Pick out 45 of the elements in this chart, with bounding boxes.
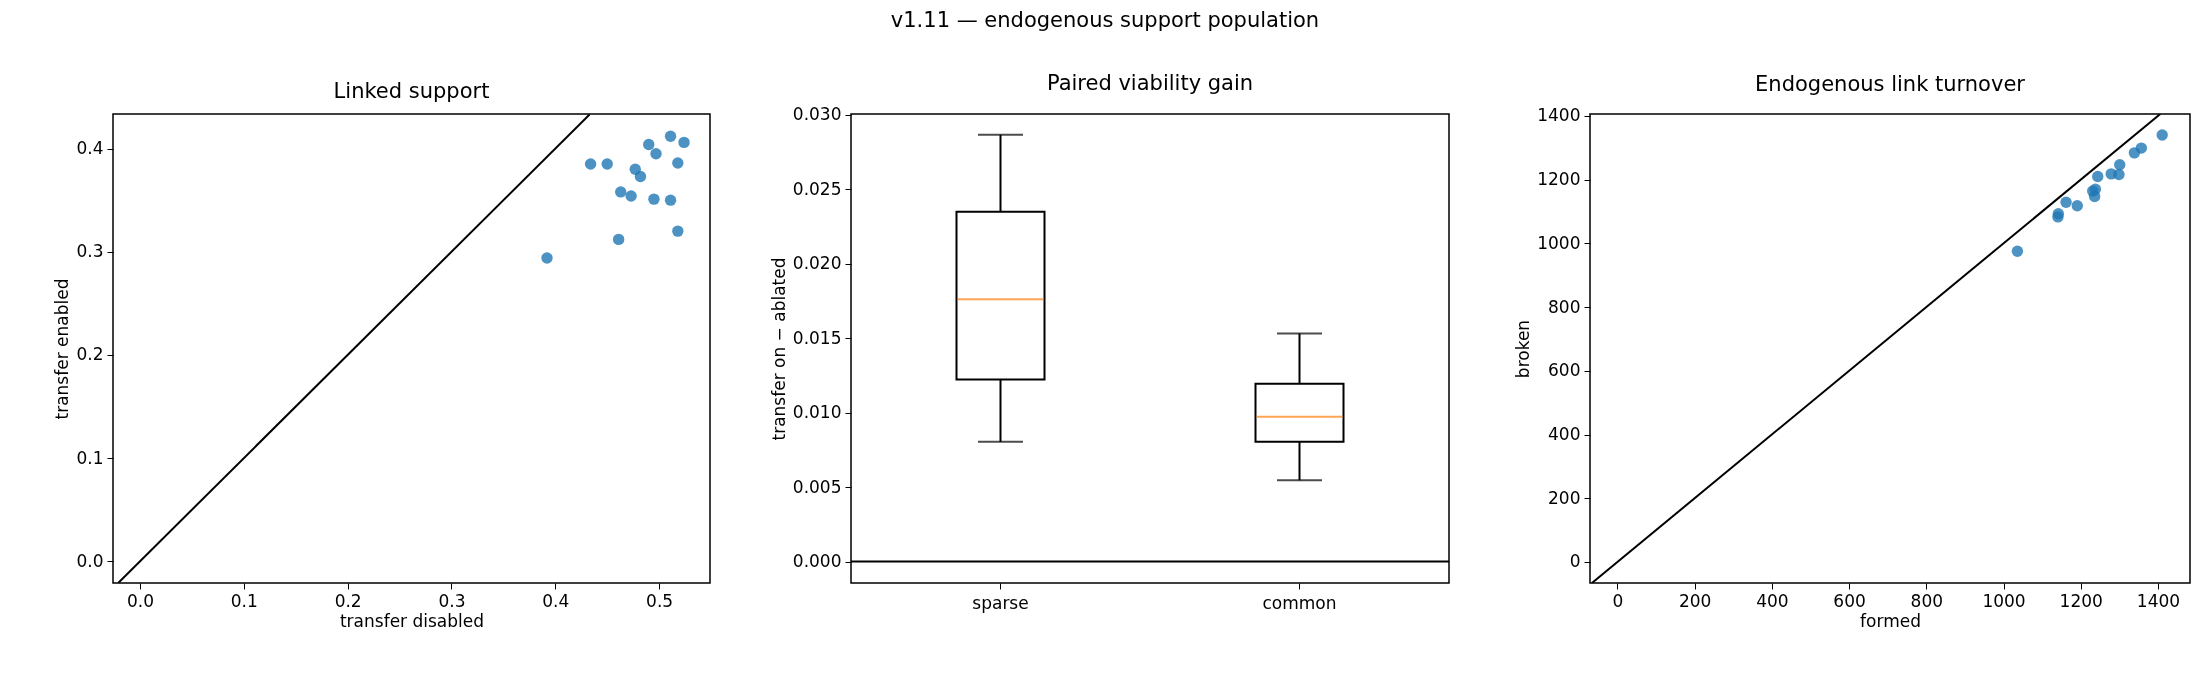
chart-title: Endogenous link turnover [1755, 71, 2026, 96]
y-tick-label: 0.020 [792, 253, 842, 274]
x-tick-label: 0.0 [126, 590, 155, 611]
y-axis-title: broken [1513, 319, 1534, 379]
x-tick-label: common [1262, 592, 1337, 613]
y-axis-title: transfer on − ablated [768, 257, 789, 441]
y-tick-label: 0.3 [76, 241, 104, 262]
x-tick-label: 1400 [2136, 590, 2181, 611]
chart-title: Linked support [333, 79, 490, 103]
x-tick-label: 600 [1833, 590, 1866, 611]
x-tick-label: 0.5 [646, 590, 674, 611]
y-tick-label: 0.030 [792, 104, 842, 125]
y-tick-label: 0.025 [792, 178, 842, 199]
y-tick-label: 0.015 [792, 327, 842, 348]
y-tick-label: 1400 [1537, 105, 1581, 126]
text: v1.11 — endogenous support population [889, 8, 1321, 32]
y-tick-label: 800 [1548, 296, 1581, 317]
y-tick-label: 1200 [1537, 169, 1581, 190]
y-tick-label: 1000 [1537, 232, 1581, 253]
y-tick-label: 0 [1569, 551, 1581, 572]
x-tick-label: 0.3 [438, 590, 466, 611]
x-tick-label: 400 [1756, 590, 1789, 611]
x-tick-label: 1200 [2059, 590, 2103, 611]
y-axis-title: transfer enabled [52, 278, 73, 420]
y-tick-label: 0.4 [76, 138, 104, 159]
x-tick-label: 0.4 [542, 590, 570, 611]
y-tick-label: 200 [1548, 487, 1581, 508]
y-tick-label: 0.2 [76, 344, 104, 365]
x-tick-label: 0.2 [334, 590, 362, 611]
x-axis-title: transfer disabled [339, 610, 485, 631]
x-tick-label: 1000 [1982, 590, 2026, 611]
x-tick-label: sparse [972, 592, 1029, 613]
y-tick-label: 0.0 [76, 550, 104, 571]
y-tick-label: 0.1 [76, 447, 104, 468]
y-tick-label: 0.000 [792, 551, 842, 572]
x-tick-label: 800 [1910, 590, 1944, 611]
y-tick-label: 0.010 [792, 402, 842, 423]
x-axis-title: formed [1860, 610, 1921, 631]
x-tick-label: 200 [1678, 590, 1712, 611]
y-tick-label: 400 [1548, 424, 1581, 445]
x-tick-label: 0.1 [230, 590, 258, 611]
x-tick-label: 0 [1612, 590, 1624, 611]
y-tick-label: 600 [1548, 360, 1581, 381]
chart-title: Paired viability gain [1046, 70, 1254, 95]
y-tick-label: 0.005 [792, 476, 842, 497]
